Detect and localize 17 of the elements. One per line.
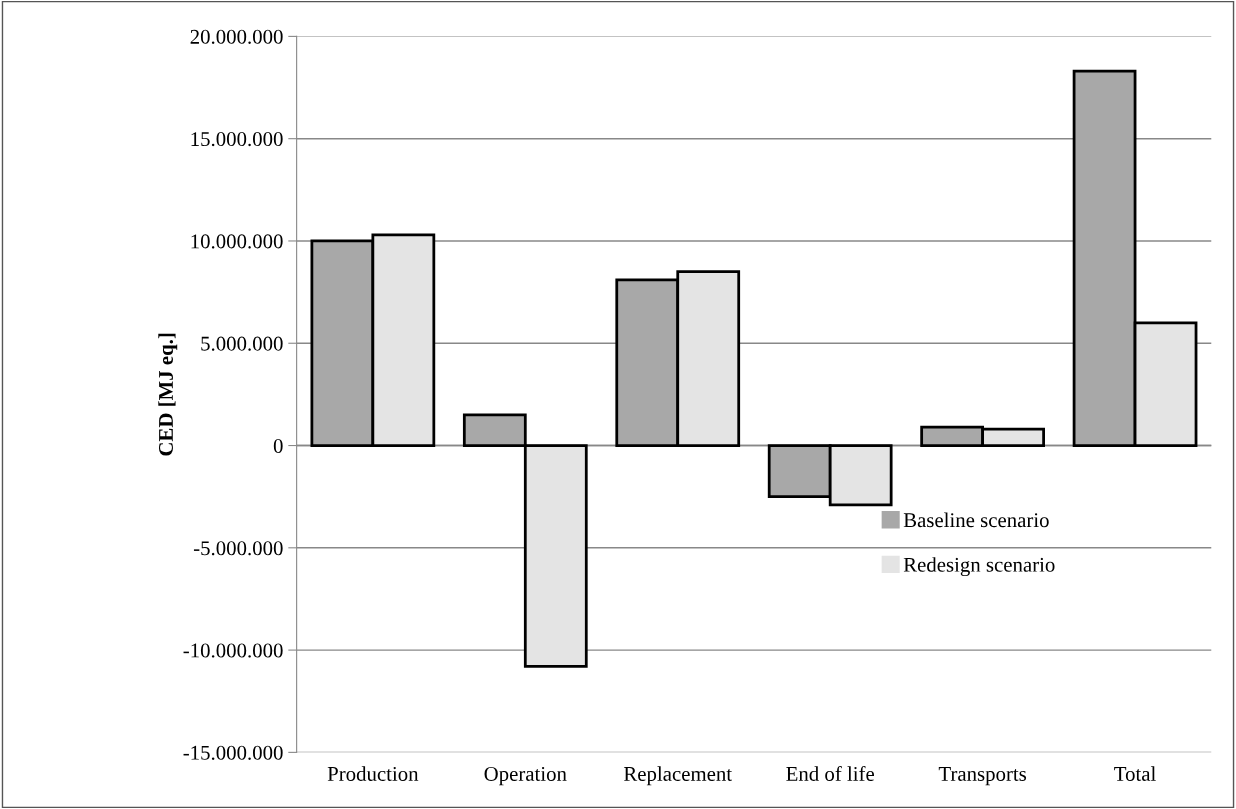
y-tick-label: 10.000.000 (191, 234, 283, 249)
y-tick-label: -5.000.000 (193, 541, 283, 556)
y-tick-label: -10.000.000 (183, 643, 283, 658)
y-tick-label: 5.000.000 (201, 336, 283, 351)
x-tick-label: Production (327, 766, 419, 781)
y-axis-title: CED [MJ eq.] (158, 333, 178, 456)
y-tick-label: 20.000.000 (190, 29, 283, 44)
x-tick-label: Replacement (623, 766, 732, 786)
legend-label: Baseline scenario (903, 512, 1049, 528)
y-tick-label: -15.000.000 (183, 745, 283, 760)
x-tick-label: Transports (938, 767, 1027, 786)
y-tick-label: 15.000.000 (191, 132, 283, 147)
x-tick-label: Total (1114, 766, 1156, 781)
x-tick-label: Operation (484, 766, 567, 786)
legend-label: Redesign scenario (903, 557, 1055, 577)
x-tick-label: End of life (786, 766, 875, 781)
y-tick-label: 0 (273, 438, 283, 453)
